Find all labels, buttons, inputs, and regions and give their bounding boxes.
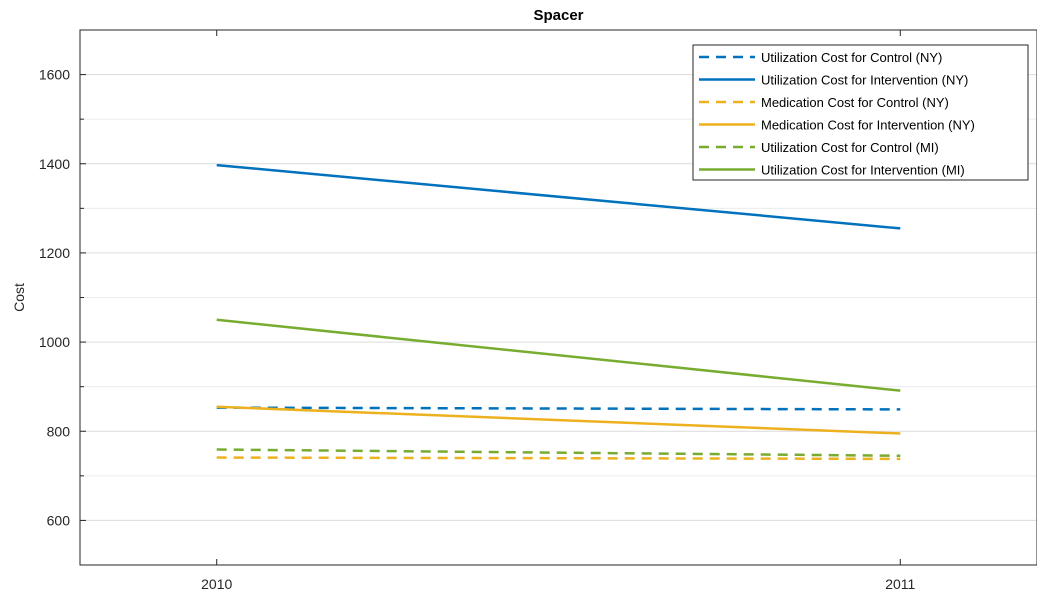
y-tick-label: 1200 bbox=[39, 245, 70, 261]
legend-entry-label: Medication Cost for Intervention (NY) bbox=[761, 118, 975, 133]
legend-entry-label: Utilization Cost for Intervention (MI) bbox=[761, 163, 965, 178]
legend-entry-label: Medication Cost for Control (NY) bbox=[761, 95, 949, 110]
series-line bbox=[216, 406, 901, 411]
chart-title: Spacer bbox=[533, 7, 583, 24]
legend-entry-label: Utilization Cost for Control (MI) bbox=[761, 140, 939, 155]
y-tick-label: 600 bbox=[47, 512, 71, 528]
y-axis-label: Cost bbox=[11, 283, 27, 312]
series-lines bbox=[216, 163, 901, 461]
series-line bbox=[216, 163, 901, 230]
x-tick-label: 2011 bbox=[885, 576, 915, 592]
series-line bbox=[216, 456, 901, 461]
series-line bbox=[216, 448, 901, 458]
y-tick-label: 1400 bbox=[39, 156, 70, 172]
y-tick-label: 1600 bbox=[39, 67, 70, 83]
legend-entry-label: Utilization Cost for Control (NY) bbox=[761, 50, 942, 65]
axes: 600 800 1000 1200 1400 1600 2010 2011 bbox=[39, 30, 916, 592]
series-line bbox=[216, 405, 901, 435]
y-tick-label: 1000 bbox=[39, 334, 70, 350]
x-tick-label: 2010 bbox=[201, 576, 232, 592]
legend: Utilization Cost for Control (NY) Utiliza… bbox=[692, 44, 1029, 181]
y-tick-label: 800 bbox=[47, 423, 71, 439]
legend-box bbox=[692, 44, 1029, 181]
legend-entry-label: Utilization Cost for Intervention (NY) bbox=[761, 73, 968, 88]
series-line bbox=[216, 318, 901, 392]
